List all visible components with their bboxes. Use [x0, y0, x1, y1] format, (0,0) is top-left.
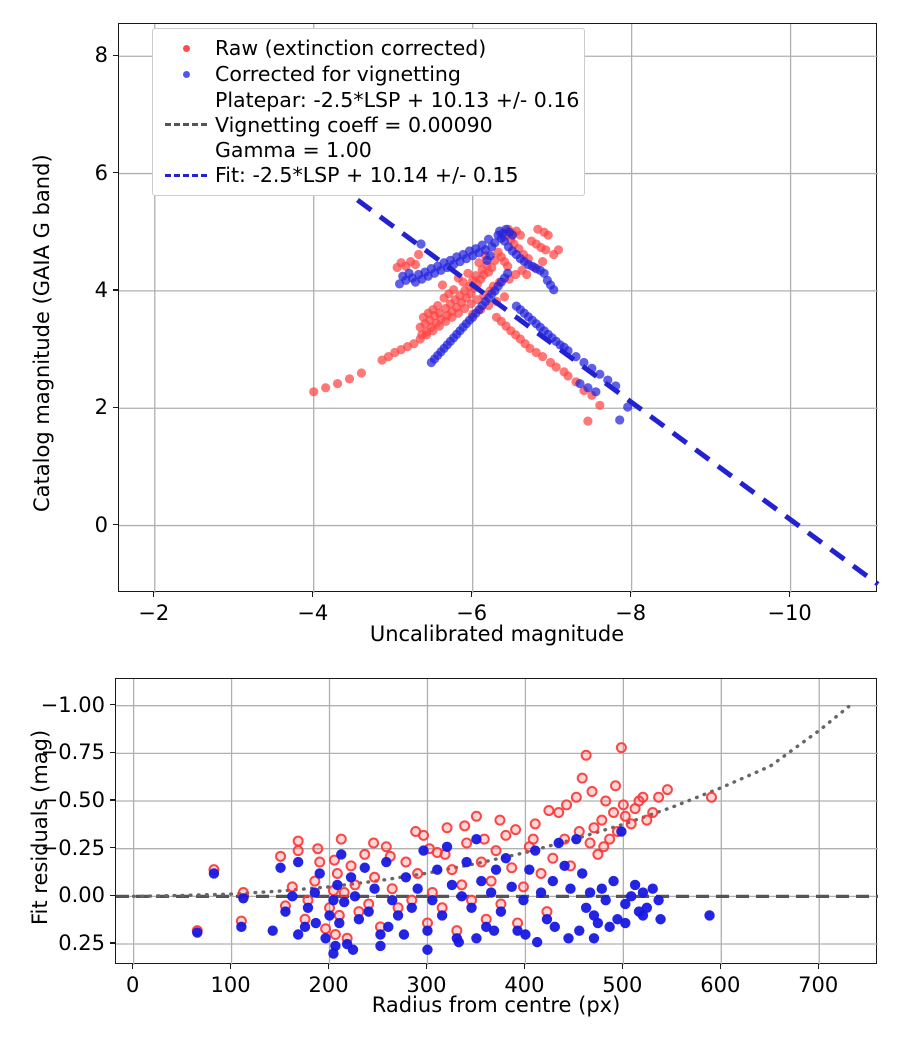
- x-tick-label: −8: [615, 601, 647, 625]
- x-tick-mark: [229, 964, 232, 969]
- x-tick-mark: [470, 592, 473, 597]
- y-tick-mark: [110, 703, 115, 706]
- residuals-plot-ylabel: Fit residuals (mag): [28, 729, 52, 925]
- x-tick-label: −2: [138, 601, 170, 625]
- y-tick-mark: [110, 799, 115, 801]
- x-tick-mark: [131, 964, 134, 969]
- legend-box: Raw (extinction corrected) Corrected for…: [152, 28, 585, 196]
- x-tick-mark: [719, 964, 721, 969]
- y-tick-mark: [113, 54, 118, 56]
- legend-marker-red-dot: [163, 44, 209, 52]
- y-tick-label: 4: [94, 277, 108, 302]
- x-tick-mark: [312, 592, 314, 597]
- x-tick-mark: [629, 592, 632, 597]
- legend-item-corrected: Corrected for vignetting: [163, 61, 574, 87]
- y-tick-label: 0: [94, 512, 108, 537]
- legend-label-raw: Raw (extinction corrected): [215, 36, 487, 60]
- legend-marker-gray-dash: [163, 123, 209, 126]
- legend-item-gamma: Gamma = 1.00: [163, 137, 574, 162]
- y-tick-mark: [110, 894, 115, 897]
- legend-label-corrected: Corrected for vignetting: [215, 62, 461, 86]
- x-tick-mark: [425, 964, 428, 969]
- x-tick-label: 300: [406, 973, 447, 997]
- x-tick-label: 0: [125, 973, 140, 997]
- legend-item-raw: Raw (extinction corrected): [163, 35, 574, 61]
- legend-item-vignetting: Vignetting coeff = 0.00090: [163, 112, 574, 137]
- y-tick-label: 0.00: [58, 883, 105, 908]
- legend-label-gamma: Gamma = 1.00: [215, 137, 372, 162]
- top-plot-ylabel: Catalog magnitude (GAIA G band): [30, 154, 54, 512]
- residuals-plot-xlabel: Radius from centre (px): [371, 993, 621, 1017]
- x-tick-mark: [817, 964, 819, 969]
- legend-item-platepar: Platepar: -2.5*LSP + 10.13 +/- 0.16: [163, 87, 579, 112]
- legend-marker-blue-dash: [163, 173, 209, 177]
- y-tick-label: 2: [94, 395, 108, 420]
- x-tick-mark: [788, 592, 791, 597]
- legend-marker-blue-dot: [163, 70, 209, 78]
- legend-label-vignetting: Vignetting coeff = 0.00090: [215, 112, 493, 137]
- residuals-plot-axes: [115, 678, 878, 965]
- y-tick-label: −1.00: [40, 692, 105, 717]
- x-tick-mark: [523, 964, 526, 969]
- x-tick-label: 400: [504, 973, 545, 997]
- y-tick-label: 8: [94, 43, 108, 68]
- x-tick-label: −4: [297, 601, 329, 625]
- x-tick-label: 700: [798, 973, 839, 997]
- y-tick-label: −0.50: [40, 788, 105, 813]
- y-tick-mark: [110, 942, 115, 944]
- y-tick-mark: [113, 406, 118, 408]
- legend-label-fit: Fit: -2.5*LSP + 10.14 +/- 0.15: [215, 163, 519, 187]
- x-tick-mark: [327, 964, 330, 969]
- legend-item-fit: Fit: -2.5*LSP + 10.14 +/- 0.15: [163, 162, 574, 188]
- x-tick-label: −10: [767, 601, 812, 625]
- x-tick-label: 200: [308, 973, 349, 997]
- y-tick-label: −0.25: [40, 835, 105, 860]
- top-plot-xlabel: Uncalibrated magnitude: [369, 622, 625, 646]
- y-tick-mark: [110, 751, 115, 754]
- y-tick-mark: [113, 171, 118, 174]
- y-tick-mark: [113, 523, 118, 526]
- y-tick-mark: [110, 846, 115, 849]
- y-tick-label: −0.75: [40, 740, 105, 765]
- x-tick-mark: [621, 964, 624, 969]
- x-tick-label: 100: [210, 973, 251, 997]
- y-tick-mark: [113, 289, 118, 291]
- x-tick-label: −6: [456, 601, 488, 625]
- x-tick-label: 600: [700, 973, 741, 997]
- residuals-plot-canvas: [116, 679, 878, 965]
- legend-label-platepar: Platepar: -2.5*LSP + 10.13 +/- 0.16: [215, 87, 580, 112]
- x-tick-label: 500: [602, 973, 643, 997]
- x-tick-mark: [153, 592, 155, 597]
- y-tick-label: 6: [94, 160, 108, 185]
- y-tick-label: 0.25: [58, 931, 105, 956]
